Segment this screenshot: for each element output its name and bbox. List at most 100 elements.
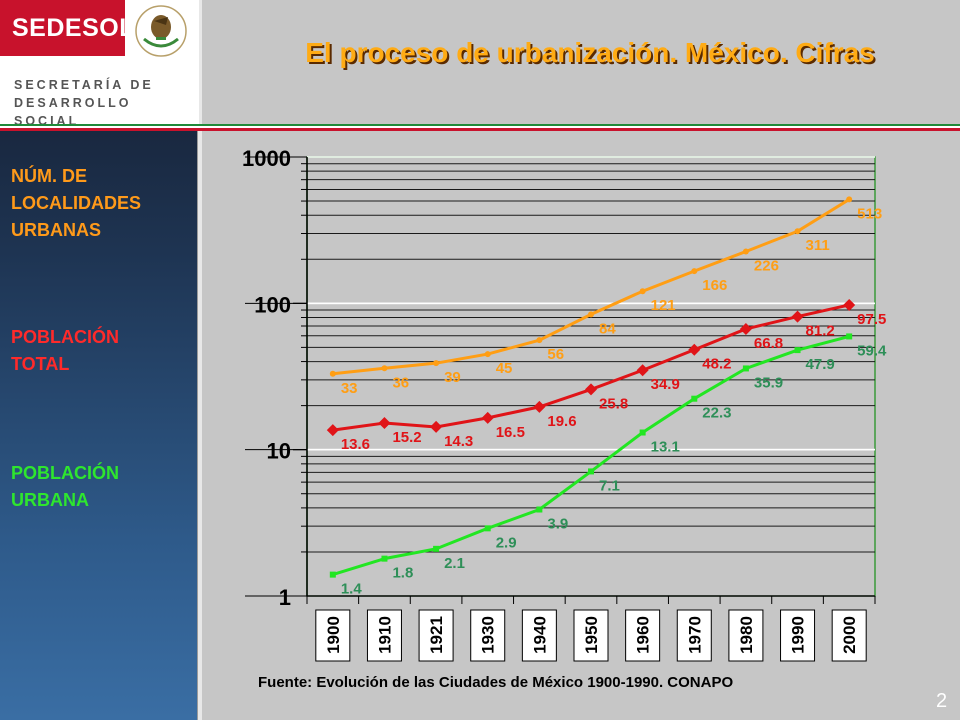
data-label-poblacion_urbana: 1.4: [341, 581, 363, 598]
page-title: El proceso de urbanización. México. Cifr…: [305, 37, 875, 68]
page-number: 2: [936, 690, 948, 712]
x-tick-label: 1900: [324, 616, 343, 654]
data-label-localidades: 39: [444, 369, 461, 386]
data-label-poblacion_urbana: 13.1: [651, 439, 680, 456]
x-tick-box: [521, 609, 557, 662]
x-tick-label: 1980: [737, 616, 756, 654]
data-point-localidades: [536, 337, 543, 344]
data-label-poblacion_total: 25.8: [599, 395, 628, 412]
data-label-localidades: 311: [806, 237, 830, 254]
data-point-localidades: [846, 196, 853, 203]
data-point-poblacion_urbana: [588, 468, 594, 475]
data-point-poblacion_total: [843, 298, 856, 311]
data-point-poblacion_total: [378, 417, 391, 430]
data-point-poblacion_urbana: [639, 429, 646, 436]
data-label-poblacion_urbana: 1.8: [392, 565, 413, 582]
data-label-poblacion_urbana: 2.9: [496, 534, 517, 551]
data-point-localidades: [588, 311, 594, 318]
x-tick-box: [470, 609, 506, 662]
data-point-localidades: [433, 360, 440, 367]
data-point-poblacion_total: [326, 424, 339, 437]
y-tick-label: 1: [279, 585, 291, 610]
legend-localidades-urbanas: NÚM. DE LOCALIDADES URBANAS: [11, 163, 141, 244]
y-tick-label: 100: [254, 292, 291, 317]
data-point-poblacion_urbana: [536, 506, 543, 513]
data-label-poblacion_total: 19.6: [547, 413, 576, 430]
data-point-poblacion_total: [533, 400, 546, 413]
data-label-poblacion_urbana: 59.4: [857, 342, 887, 359]
data-label-localidades: 56: [547, 346, 564, 363]
data-label-localidades: 513: [857, 205, 882, 222]
data-point-poblacion_total: [791, 310, 804, 323]
data-point-poblacion_total: [585, 383, 597, 396]
legend-poblacion-urbana: POBLACIÓN URBANA: [11, 460, 119, 514]
plot-area: [306, 156, 876, 597]
source-note: Fuente: Evolución de las Ciudades de Méx…: [258, 674, 734, 691]
x-tick-box: [780, 609, 816, 662]
x-tick-label: 1940: [530, 616, 549, 654]
x-tick-box: [418, 609, 454, 662]
data-label-poblacion_total: 14.3: [444, 433, 473, 450]
national-seal-icon: [135, 5, 187, 57]
legend-line: URBANA: [11, 490, 89, 510]
data-label-poblacion_total: 81.2: [806, 323, 835, 340]
data-label-poblacion_urbana: 2.1: [444, 555, 465, 572]
legend-line: LOCALIDADES: [11, 193, 141, 213]
sidebar-divider: [197, 0, 202, 720]
data-label-poblacion_urbana: 3.9: [547, 516, 568, 533]
data-label-poblacion_urbana: 7.1: [599, 477, 620, 494]
legend-line: POBLACIÓN: [11, 327, 119, 347]
x-tick-label: 1960: [634, 616, 653, 654]
data-point-localidades: [742, 248, 749, 255]
data-label-localidades: 36: [392, 374, 409, 391]
x-tick-label: 1950: [582, 616, 601, 654]
data-point-localidades: [691, 268, 698, 275]
data-label-poblacion_total: 66.8: [754, 335, 783, 352]
x-tick-box: [573, 609, 609, 662]
flag-stripe: [0, 124, 960, 131]
data-label-poblacion_total: 13.6: [341, 436, 370, 453]
y-tick-label: 10: [267, 439, 291, 464]
x-tick-box: [625, 609, 661, 662]
data-point-localidades: [484, 351, 491, 358]
data-label-poblacion_total: 97.5: [857, 311, 886, 328]
x-tick-label: 2000: [840, 616, 859, 654]
x-tick-box: [728, 609, 764, 662]
data-label-poblacion_urbana: 47.9: [806, 356, 835, 373]
data-label-poblacion_total: 34.9: [651, 376, 680, 393]
data-point-poblacion_total: [430, 420, 443, 433]
data-point-poblacion_urbana: [846, 333, 853, 340]
x-tick-label: 1990: [789, 616, 808, 654]
x-tick-box: [315, 609, 351, 662]
agency-line-1: SECRETARÍA DE: [14, 78, 154, 92]
data-point-poblacion_urbana: [742, 365, 749, 372]
x-tick-label: 1910: [375, 616, 394, 654]
data-point-poblacion_urbana: [794, 347, 801, 354]
data-point-poblacion_total: [739, 322, 752, 335]
data-point-poblacion_urbana: [691, 395, 698, 402]
x-tick-box: [831, 609, 867, 662]
legend-line: URBANAS: [11, 220, 101, 240]
data-label-poblacion_total: 15.2: [392, 429, 421, 446]
data-label-localidades: 121: [651, 297, 676, 314]
data-label-poblacion_total: 16.5: [496, 424, 525, 441]
legend-line: POBLACIÓN: [11, 463, 119, 483]
data-point-poblacion_urbana: [381, 555, 388, 562]
data-label-localidades: 45: [496, 360, 513, 377]
legend-poblacion-total: POBLACIÓN TOTAL: [11, 324, 119, 378]
data-label-poblacion_urbana: 22.3: [702, 405, 731, 422]
data-label-localidades: 226: [754, 258, 779, 275]
y-tick-label: 1000: [242, 146, 291, 171]
data-point-poblacion_total: [636, 364, 649, 377]
data-point-poblacion_urbana: [433, 545, 440, 552]
data-point-localidades: [639, 288, 646, 295]
x-tick-label: 1921: [427, 616, 446, 654]
legend-line: NÚM. DE: [11, 166, 87, 186]
x-tick-box: [366, 609, 402, 662]
legend-line: TOTAL: [11, 354, 70, 374]
data-point-localidades: [329, 370, 336, 377]
data-label-poblacion_urbana: 35.9: [754, 374, 783, 391]
x-tick-box: [676, 609, 712, 662]
data-point-poblacion_total: [688, 343, 701, 356]
